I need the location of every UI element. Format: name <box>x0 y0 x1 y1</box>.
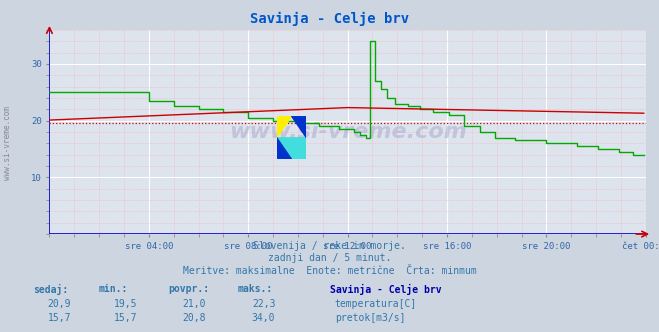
Text: zadnji dan / 5 minut.: zadnji dan / 5 minut. <box>268 253 391 263</box>
Polygon shape <box>291 116 306 138</box>
Text: min.:: min.: <box>99 284 129 294</box>
Text: pretok[m3/s]: pretok[m3/s] <box>335 313 405 323</box>
Text: maks.:: maks.: <box>237 284 272 294</box>
Text: Savinja - Celje brv: Savinja - Celje brv <box>250 12 409 26</box>
Polygon shape <box>277 138 291 159</box>
Text: 22,3: 22,3 <box>252 299 275 309</box>
Text: Savinja - Celje brv: Savinja - Celje brv <box>330 284 441 295</box>
Polygon shape <box>277 138 306 159</box>
Text: Meritve: maksimalne  Enote: metrične  Črta: minmum: Meritve: maksimalne Enote: metrične Črta… <box>183 266 476 276</box>
Text: sedaj:: sedaj: <box>33 284 68 295</box>
Text: 21,0: 21,0 <box>183 299 206 309</box>
Text: 34,0: 34,0 <box>252 313 275 323</box>
Text: temperatura[C]: temperatura[C] <box>335 299 417 309</box>
Text: povpr.:: povpr.: <box>168 284 209 294</box>
Text: www.si-vreme.com: www.si-vreme.com <box>3 106 13 180</box>
Text: 15,7: 15,7 <box>113 313 137 323</box>
Text: 20,9: 20,9 <box>47 299 71 309</box>
Text: Slovenija / reke in morje.: Slovenija / reke in morje. <box>253 241 406 251</box>
Text: 19,5: 19,5 <box>113 299 137 309</box>
Text: 15,7: 15,7 <box>47 313 71 323</box>
Text: www.si-vreme.com: www.si-vreme.com <box>229 122 467 142</box>
Text: 20,8: 20,8 <box>183 313 206 323</box>
Polygon shape <box>277 116 291 138</box>
